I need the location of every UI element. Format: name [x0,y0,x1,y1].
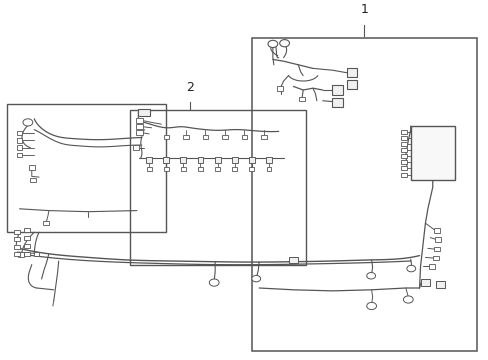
Bar [136,130,142,135]
Bar [400,130,406,134]
Bar [146,167,151,171]
Bar [288,257,297,263]
Bar [18,252,24,257]
Circle shape [366,273,375,279]
Bar [17,131,22,135]
Bar [24,252,29,256]
Bar [30,178,36,182]
Bar [433,228,439,233]
Bar [410,126,454,180]
Circle shape [209,279,219,286]
Bar [248,157,254,163]
Bar [261,135,266,139]
Circle shape [251,275,260,282]
Bar [15,238,20,241]
Bar [435,281,444,288]
Bar [331,85,342,95]
Bar [215,167,220,171]
Circle shape [23,119,33,126]
Bar [17,145,22,150]
Bar [183,135,188,139]
Bar [400,136,406,140]
Bar [136,124,142,129]
Bar [276,86,283,90]
Bar [24,236,29,240]
Bar [231,157,237,163]
Bar [400,154,406,158]
Circle shape [366,302,376,310]
Bar [198,167,203,171]
Bar [163,135,169,139]
Bar [15,245,20,248]
Bar [400,172,406,176]
Bar [180,157,186,163]
Circle shape [406,265,415,272]
Bar [400,166,406,170]
Bar [400,148,406,152]
Bar [346,80,357,89]
Bar [15,252,20,256]
Bar [400,142,406,146]
Bar [163,167,168,171]
Bar [214,157,220,163]
Bar [136,118,142,123]
Bar [241,135,246,139]
Circle shape [403,296,412,303]
Bar [420,279,429,286]
Text: 2: 2 [185,81,193,94]
Bar [129,110,305,265]
Bar [432,256,438,260]
Bar [222,135,227,139]
Bar [138,109,150,116]
Circle shape [279,40,289,47]
Bar [428,264,434,269]
Bar [15,230,20,234]
Bar [133,145,139,150]
Bar [24,243,29,248]
Bar [433,247,439,251]
Bar [17,138,22,143]
Bar [17,153,22,157]
Bar [24,229,29,233]
Bar [181,167,185,171]
Bar [249,167,254,171]
Bar [232,167,237,171]
Bar [265,157,271,163]
Bar [146,157,152,163]
Bar [28,165,35,170]
Bar [434,237,440,242]
Circle shape [267,40,277,48]
Bar [34,252,39,256]
Bar [331,98,342,107]
Bar [251,38,476,351]
Text: 1: 1 [360,3,367,16]
Bar [400,160,406,164]
Bar [298,96,305,101]
Bar [266,167,271,171]
Bar [346,68,357,77]
Bar [163,157,169,163]
Bar [197,157,203,163]
Bar [43,221,48,225]
Bar [202,135,207,139]
Bar [7,104,166,232]
